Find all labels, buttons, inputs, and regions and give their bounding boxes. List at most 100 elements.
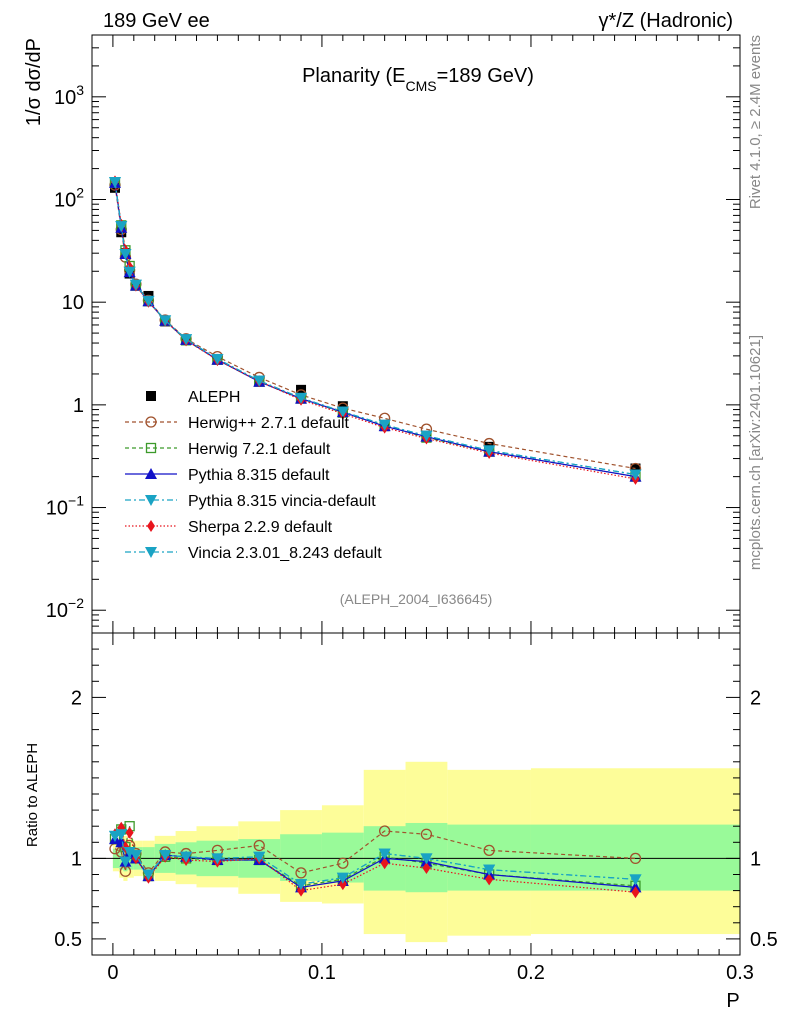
ratio-point-herwig-2-7-1-default (337, 857, 349, 869)
legend-marker (147, 520, 155, 532)
main-point-vincia-2-3-01-8-243-default (378, 419, 391, 431)
ratio-point-vincia-2-3-01-8-243-default (119, 856, 132, 868)
ratio-x-tick-label: 0 (107, 962, 118, 984)
main-line-vincia-2-3-01-8-243-default (114, 181, 636, 476)
main-y-axis-label: 1/σ dσ/dP (23, 38, 45, 126)
main-point-vincia-2-3-01-8-243-default (108, 177, 121, 189)
main-point-vincia-2-3-01-8-243-default (295, 392, 308, 404)
main-y-tick-label: 103 (54, 82, 84, 109)
ratio-point-vincia-2-3-01-8-243-default (378, 848, 391, 860)
ratio-y-tick-label-right: 0.5 (750, 929, 778, 951)
legend-marker (145, 442, 157, 454)
header-right-label: γ*/Z (Hadronic) (599, 10, 733, 32)
legend-item: Pythia 8.315 vincia-default (125, 493, 376, 510)
ratio-point-sherpa-2-2-9-default (631, 886, 640, 899)
ratio-y-tick-label-right: 2 (750, 687, 761, 709)
main-y-tick-label: 1 (73, 395, 84, 417)
header-left-label: 189 GeV ee (103, 10, 210, 32)
ratio-y-tick-label-left: 0.5 (54, 929, 82, 951)
main-y-tick-label: 10 (62, 292, 84, 314)
legend-item: ALEPH (146, 389, 240, 406)
ratio-point-vincia-2-3-01-8-243-default (115, 829, 128, 841)
legend-marker (145, 468, 157, 479)
ratio-point-vincia-2-3-01-8-243-default (142, 869, 155, 881)
ratio-line-sherpa-2-2-9-default (114, 826, 636, 893)
legend-item: Vincia 2.3.01_8.243 default (125, 545, 382, 562)
ratio-point-herwig-2-7-1-default (295, 867, 307, 879)
ratio-point-herwig-2-7-1-default (253, 839, 265, 852)
main-y-tick-label: 10−2 (46, 595, 84, 622)
analysis-watermark: (ALEPH_2004_I636645) (340, 591, 493, 607)
ratio-point-sherpa-2-2-9-default (297, 884, 306, 897)
main-line-herwig-7-2-1-default (114, 182, 636, 478)
ratio-point-sherpa-2-2-9-default (125, 826, 134, 839)
ratio-x-tick-label: 0.2 (517, 962, 545, 984)
main-line-pythia-8-315-default (114, 182, 636, 478)
main-point-vincia-2-3-01-8-243-default (483, 445, 496, 457)
legend-label: Herwig++ 2.7.1 default (188, 415, 350, 432)
main-line-sherpa-2-2-9-default (114, 181, 636, 480)
main-title: Planarity (ECMS=189 GeV) (302, 65, 534, 94)
legend-label: ALEPH (188, 389, 240, 406)
legend-label: Herwig 7.2.1 default (188, 441, 331, 458)
main-frame (91, 34, 741, 634)
main-y-tick-label: 102 (54, 184, 84, 211)
main-point-vincia-2-3-01-8-243-default (629, 469, 642, 481)
ratio-point-sherpa-2-2-9-default (422, 862, 431, 875)
main-point-vincia-2-3-01-8-243-default (420, 430, 433, 442)
ratio-line-herwig-2-7-1-default (114, 830, 636, 874)
legend-item: Herwig++ 2.7.1 default (125, 415, 350, 432)
main-point-vincia-2-3-01-8-243-default (123, 266, 136, 278)
ratio-y-tick-label-left: 1 (71, 848, 82, 870)
ratio-y-axis-label: Ratio to ALEPH (24, 743, 41, 847)
mcplots-label: mcplots.cern.ch [arXiv:2401.10621] (747, 335, 764, 570)
main-point-vincia-2-3-01-8-243-default (336, 406, 349, 418)
ratio-point-vincia-2-3-01-8-243-default (629, 874, 642, 886)
ratio-y-tick-label-right: 1 (750, 848, 761, 870)
x-axis-label: P (726, 990, 739, 1012)
main-y-tick-label: 10−1 (46, 493, 84, 520)
ratio-point-sherpa-2-2-9-default (338, 878, 347, 891)
legend-marker (145, 416, 157, 428)
ratio-point-vincia-2-3-01-8-243-default (129, 850, 142, 862)
legend-item: Pythia 8.315 default (125, 467, 330, 484)
ratio-axes: 0 0.1 0.2 0.3 0.5 0.5 1 1 2 2 (54, 632, 778, 984)
legend-label: Pythia 8.315 default (188, 467, 330, 484)
legend-marker (145, 495, 157, 506)
ratio-point-vincia-2-3-01-8-243-default (159, 850, 172, 862)
main-point-vincia-2-3-01-8-243-default (115, 221, 128, 233)
legend-label: Pythia 8.315 vincia-default (188, 493, 376, 510)
ratio-point-vincia-2-3-01-8-243-default (180, 851, 193, 863)
ratio-point-vincia-2-3-01-8-243-default (336, 872, 349, 884)
ratio-point-sherpa-2-2-9-default (485, 873, 494, 886)
ratio-x-tick-label: 0.3 (726, 962, 754, 984)
main-point-vincia-2-3-01-8-243-default (253, 375, 266, 387)
ratio-point-sherpa-2-2-9-default (380, 857, 389, 870)
ratio-point-vincia-2-3-01-8-243-default (295, 879, 308, 891)
ratio-point-herwig-2-7-1-default (483, 844, 495, 856)
ratio-point-herwig-2-7-1-default (629, 852, 642, 865)
legend-item: Sherpa 2.2.9 default (125, 519, 333, 536)
ratio-point-herwig-2-7-1-default (378, 825, 391, 837)
ratio-data-marks (108, 821, 642, 899)
ratio-panel: 0 0.1 0.2 0.3 0.5 0.5 1 1 2 2 Ratio to ALEPH P (24, 632, 778, 1012)
rivet-version-label: Rivet 4.1.0, ≥ 2.4M events (747, 35, 764, 209)
ratio-point-vincia-2-3-01-8-243-default (123, 846, 136, 858)
legend: ALEPH Herwig++ 2.7.1 default Herwig 7.2.1 … (125, 389, 382, 562)
inner-band-bin (280, 834, 322, 881)
legend-item: Herwig 7.2.1 default (125, 441, 331, 458)
main-point-vincia-2-3-01-8-243-default (159, 315, 172, 327)
legend-marker (145, 547, 157, 558)
main-point-vincia-2-3-01-8-243-default (211, 353, 224, 365)
main-point-vincia-2-3-01-8-243-default (180, 334, 193, 346)
ratio-y-tick-label-left: 2 (71, 687, 82, 709)
ratio-point-herwig-2-7-1-default (420, 828, 433, 840)
legend-label: Sherpa 2.2.9 default (188, 519, 333, 536)
main-point-vincia-2-3-01-8-243-default (119, 248, 132, 260)
ratio-point-vincia-2-3-01-8-243-default (211, 853, 224, 865)
ratio-point-vincia-2-3-01-8-243-default (420, 853, 433, 865)
legend-marker (146, 391, 156, 401)
main-point-vincia-2-3-01-8-243-default (142, 295, 155, 307)
